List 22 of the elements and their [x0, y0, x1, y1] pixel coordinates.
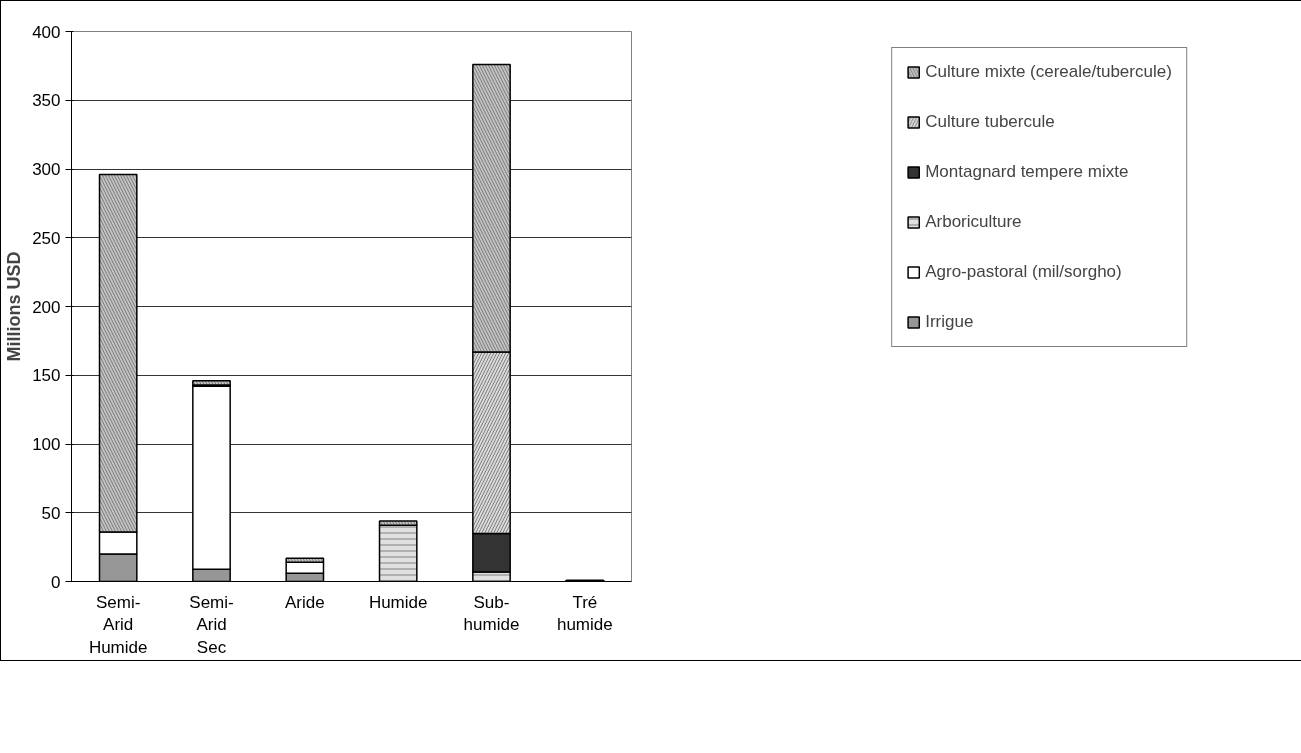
legend-label: Culture tubercule [925, 112, 1055, 132]
legend-label: Culture mixte (cereale/tubercule) [925, 62, 1172, 82]
legend-label: Montagnard tempere mixte [925, 162, 1129, 182]
y-tick-label: 300 [32, 160, 61, 179]
y-tick-label: 400 [32, 22, 61, 42]
y-tick-label: 50 [41, 503, 61, 523]
x-tick-label: Sub-humide [463, 592, 520, 635]
y-tick-label: 150 [32, 366, 61, 386]
x-tick-label: Semi-Arid Sec [189, 592, 234, 658]
legend-label: Irrigue [925, 312, 974, 332]
x-tick-label: Aride [284, 592, 325, 612]
legend-label: Arboriculture [925, 212, 1022, 232]
x-tick-label: Tré humide [556, 592, 613, 635]
y-tick-label: 250 [32, 228, 61, 248]
y-tick-label: 200 [32, 297, 61, 317]
y-tick-label: 0 [51, 572, 61, 592]
x-tick-label: Semi-Arid Humide [88, 592, 148, 658]
y-axis-title: Millions USD [4, 251, 25, 362]
y-tick-label: 350 [32, 91, 61, 111]
x-tick-label: Humide [368, 592, 428, 612]
y-tick-label: 100 [32, 435, 61, 454]
legend-label: Agro-pastoral (mil/sorgho) [925, 262, 1122, 282]
